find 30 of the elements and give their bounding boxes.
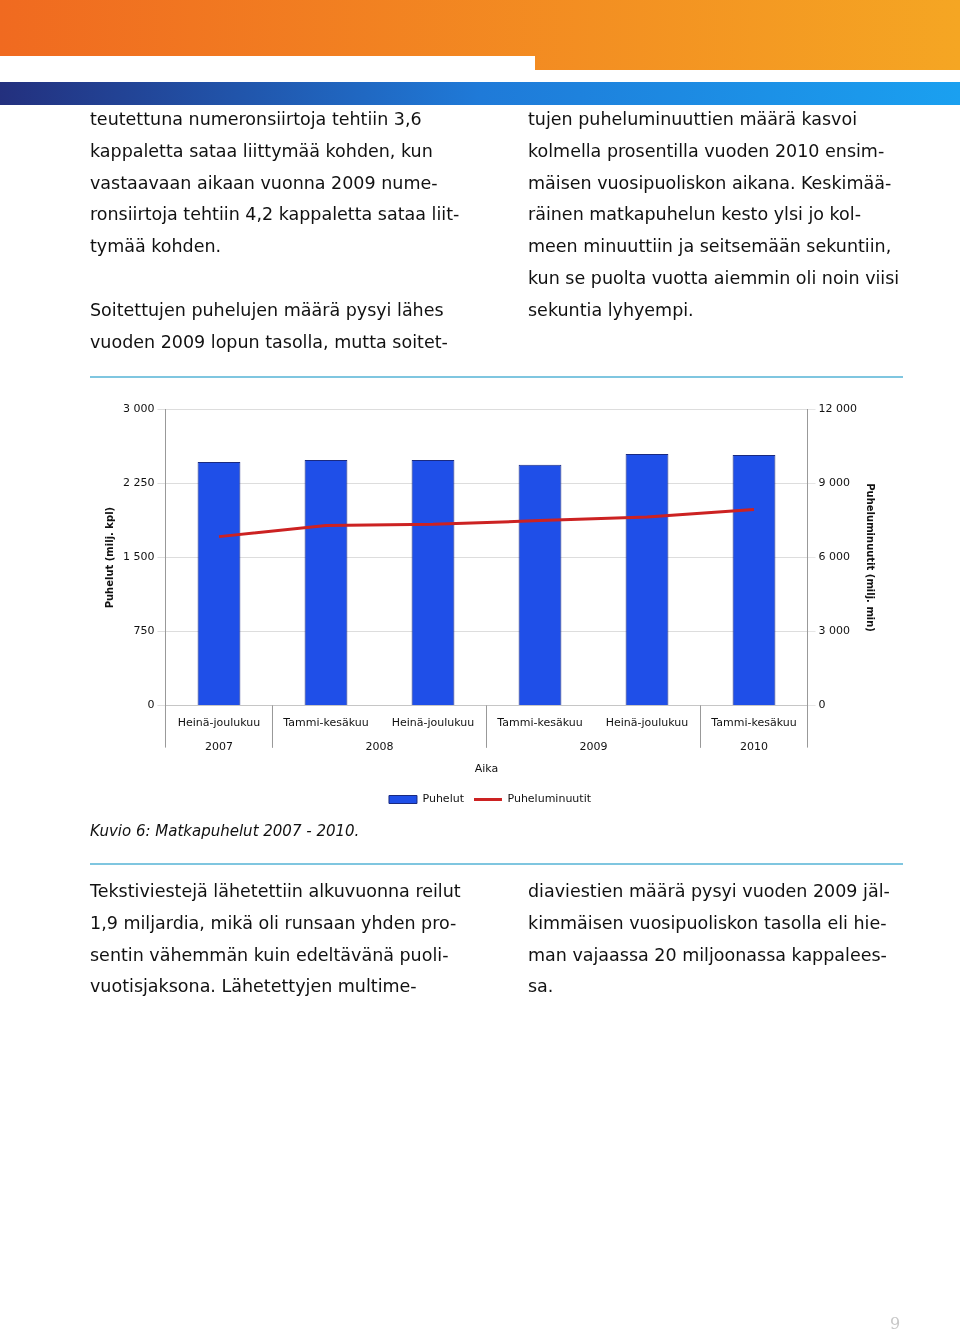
text: 2009 [579, 740, 608, 754]
x-tick-label: Tammi-kesäkuu [282, 716, 369, 730]
text: Tekstiviestejä lähetettiin alkuvuonna reilut 1,9 miljardia, mikä oli runsaan yhden pro- sentin vähemmän kuin edeltävänä puoli- vuotisjaksona. Lähetettyjen multime- [90, 880, 461, 999]
legend-label: Puheluminuutit [507, 792, 592, 806]
y-axis-title: Puhelut (milj. kpl) [103, 506, 115, 609]
y2-tick-label: 0 [818, 698, 826, 712]
text: 2008 [365, 740, 394, 754]
y2-axis-title: Puheluminuutit (milj. min) [865, 483, 877, 632]
y-tick-label: 2 250 [122, 476, 155, 490]
y2-tick-label: 12 000 [818, 402, 858, 416]
x-tick-label: Tammi-kesäkuu [710, 716, 797, 730]
y2-tick-label: 6 000 [818, 550, 851, 564]
text: tujen puheluminuuttien määrä kasvoi kolmella prosentilla vuoden 2010 ensim- mäisen vuosipuoliskon aikana. Keskimää- räinen matkapuhelun kesto ylsi jo kol- meen minuuttiin ja seitsemään sekuntiin, kun se puolta vuotta aiemmin oli noin viisi sekuntia lyhyempi. [528, 108, 900, 322]
y2-tick-label: 3 000 [818, 624, 851, 638]
y-tick-label: 750 [133, 624, 155, 638]
y2-tick-label: 9 000 [818, 476, 851, 490]
x-axis-title: Aika [474, 762, 499, 776]
x-tick-label: Heinä-joulukuu [177, 716, 261, 730]
x-tick-label: Heinä-joulukuu [605, 716, 689, 730]
text: diaviestien määrä pysyi vuoden 2009 jäl- kimmäisen vuosipuoliskon tasolla eli hie- man vajaassa 20 miljoonassa kappalees- sa. [528, 880, 890, 999]
y-tick-label: 3 000 [122, 402, 155, 416]
text: teutettuna numeronsiirtoja tehtiin 3,6 kappaletta sataa liittymää kohden, kun vastaavaan aikaan vuonna 2009 nume- ronsiirtoja tehtiin 4,2 kappaletta sataa liit- tymää kohden. Soitettujen puhelujen määrä pysyi lähes vuoden 2009 lopun tasolla, mutta soitet- [90, 109, 460, 352]
y-tick-label: 0 [147, 698, 155, 712]
x-tick-label: Tammi-kesäkuu [496, 716, 583, 730]
legend-label: Puhelut [422, 792, 465, 806]
x-tick-label: Heinä-joulukuu [391, 716, 475, 730]
y-tick-label: 1 500 [122, 550, 155, 564]
text: Kuvio 6: Matkapuhelut 2007 - 2010. [90, 822, 360, 840]
text: 2007 [204, 740, 233, 754]
text: 2010 [740, 740, 769, 754]
